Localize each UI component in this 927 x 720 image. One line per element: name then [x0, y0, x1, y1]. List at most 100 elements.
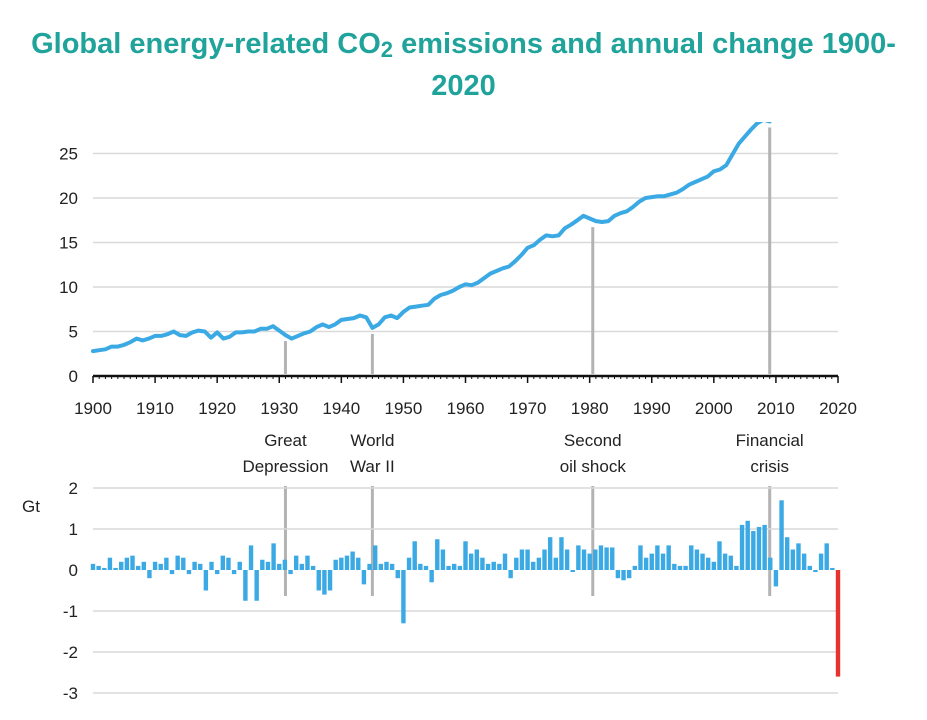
- annual-change-bar: [677, 565, 683, 570]
- top-y-tick-label: 15: [59, 234, 78, 253]
- annual-change-bar: [440, 549, 446, 570]
- annual-change-bar: [632, 565, 638, 570]
- annual-change-bar: [107, 557, 113, 570]
- annual-change-bar: [694, 549, 700, 570]
- annual-change-bar: [181, 557, 186, 570]
- bottom-y-tick-label: -3: [63, 684, 78, 703]
- annual-change-bar: [762, 524, 767, 570]
- annual-change-bar: [96, 565, 101, 570]
- event-annotation: Second: [564, 431, 622, 450]
- annual-change-bar: [310, 565, 316, 570]
- annual-change-bar: [367, 563, 372, 570]
- annual-change-bar: [514, 557, 519, 570]
- annual-change-bar: [463, 541, 468, 570]
- annual-change-bar: [508, 570, 513, 579]
- annual-change-bar: [344, 555, 350, 570]
- annual-change-bar: [525, 549, 530, 570]
- annual-change-bar: [474, 549, 479, 570]
- annual-change-bar: [350, 551, 355, 570]
- annual-change-bar: [553, 557, 558, 570]
- top-gridlines: [93, 152, 838, 333]
- bottom-y-tick-label: 0: [69, 561, 78, 580]
- annual-change-bar: [254, 570, 259, 601]
- event-annotation: Depression: [242, 457, 328, 476]
- annual-change-bar: [570, 570, 575, 573]
- annual-change-bar: [175, 555, 180, 570]
- top-y-tick-label: 0: [69, 367, 78, 386]
- annual-change-bar: [542, 549, 547, 570]
- x-tick-label: 2000: [695, 399, 733, 418]
- x-tick-label: 1960: [447, 399, 485, 418]
- title-part1: Global energy-related CO: [31, 28, 381, 60]
- annual-change-bar: [429, 570, 434, 583]
- x-tick-label: 1950: [385, 399, 423, 418]
- bottom-y-tick-label: 2: [69, 479, 78, 498]
- annual-change-bar: [660, 553, 666, 570]
- event-annotation: Great: [264, 431, 307, 450]
- annual-change-bar: [666, 545, 671, 570]
- annual-change-bar: [722, 553, 728, 570]
- annual-change-bar: [389, 563, 395, 570]
- annual-change-bar: [480, 557, 485, 570]
- annual-change-bar: [485, 563, 491, 570]
- annual-change-bar: [615, 570, 621, 579]
- x-tick-label: 1940: [322, 399, 360, 418]
- annual-change-bar: [147, 570, 152, 579]
- x-tick-label: 1970: [509, 399, 547, 418]
- annual-change-bar: [446, 565, 451, 570]
- x-tick-label: 1910: [136, 399, 174, 418]
- annual-change-bar: [796, 543, 801, 570]
- annual-change-bar: [423, 565, 429, 570]
- annual-change-bar: [265, 561, 271, 570]
- annual-change-bar: [361, 570, 367, 585]
- annual-change-bar: [401, 570, 406, 624]
- annual-change-bar: [373, 545, 378, 570]
- event-annotation: World: [350, 431, 394, 450]
- top-y-tick-label: 20: [59, 189, 78, 208]
- annual-change-bar: [164, 557, 169, 570]
- annual-change-bar: [773, 570, 779, 587]
- annual-change-bar: [468, 553, 474, 570]
- annual-change-bar: [322, 570, 327, 595]
- annual-change-bar: [209, 561, 214, 570]
- x-tick-label: 2010: [757, 399, 795, 418]
- annual-change-bar: [610, 547, 615, 570]
- annual-change-bar: [260, 559, 265, 570]
- annual-change-bar: [243, 570, 248, 601]
- event-annotations: Great Depression World War II Second oil shoc…: [242, 431, 803, 476]
- annual-change-bar: [356, 557, 361, 570]
- event-markers: [283, 127, 772, 596]
- top-y-tick-labels: 0 5 10 15 20 25: [59, 145, 78, 387]
- annual-change-bar: [547, 537, 553, 570]
- annual-change-bar: [638, 545, 643, 570]
- annual-change-bar: [700, 553, 705, 570]
- top-y-tick-label: 25: [59, 145, 78, 164]
- annual-change-bar: [220, 555, 226, 570]
- annual-change-bar: [152, 561, 158, 570]
- annual-change-bar: [593, 549, 598, 570]
- annual-change-bar: [288, 570, 293, 575]
- annual-change-bar: [807, 565, 812, 570]
- event-annotation: oil shock: [560, 457, 627, 476]
- x-tick-label: 1990: [633, 399, 671, 418]
- annual-change-bar: [113, 567, 118, 570]
- annual-change-bar: [813, 570, 818, 573]
- annual-change-bar: [192, 561, 197, 570]
- annual-change-bar: [316, 570, 321, 591]
- annual-change-bar: [124, 557, 130, 570]
- annual-change-bar: [598, 545, 604, 570]
- chart-title: Global energy-related CO2 emissions and …: [0, 26, 927, 105]
- annual-change-bar: [378, 563, 384, 570]
- bottom-y-tick-labels: 2 1 0 -1 -2 -3 Gt: [22, 479, 78, 703]
- annual-change-bar: [824, 543, 829, 570]
- bottom-y-axis-label: Gt: [22, 497, 40, 516]
- annual-change-bar: [581, 549, 587, 570]
- bottom-y-tick-label: 1: [69, 520, 78, 539]
- annual-change-bar: [739, 524, 745, 570]
- annual-change-bars: [90, 500, 841, 677]
- annual-change-bar: [756, 526, 762, 570]
- annual-change-bar: [198, 563, 203, 570]
- event-annotation: Financial: [736, 431, 804, 450]
- bottom-gridlines: [93, 487, 838, 694]
